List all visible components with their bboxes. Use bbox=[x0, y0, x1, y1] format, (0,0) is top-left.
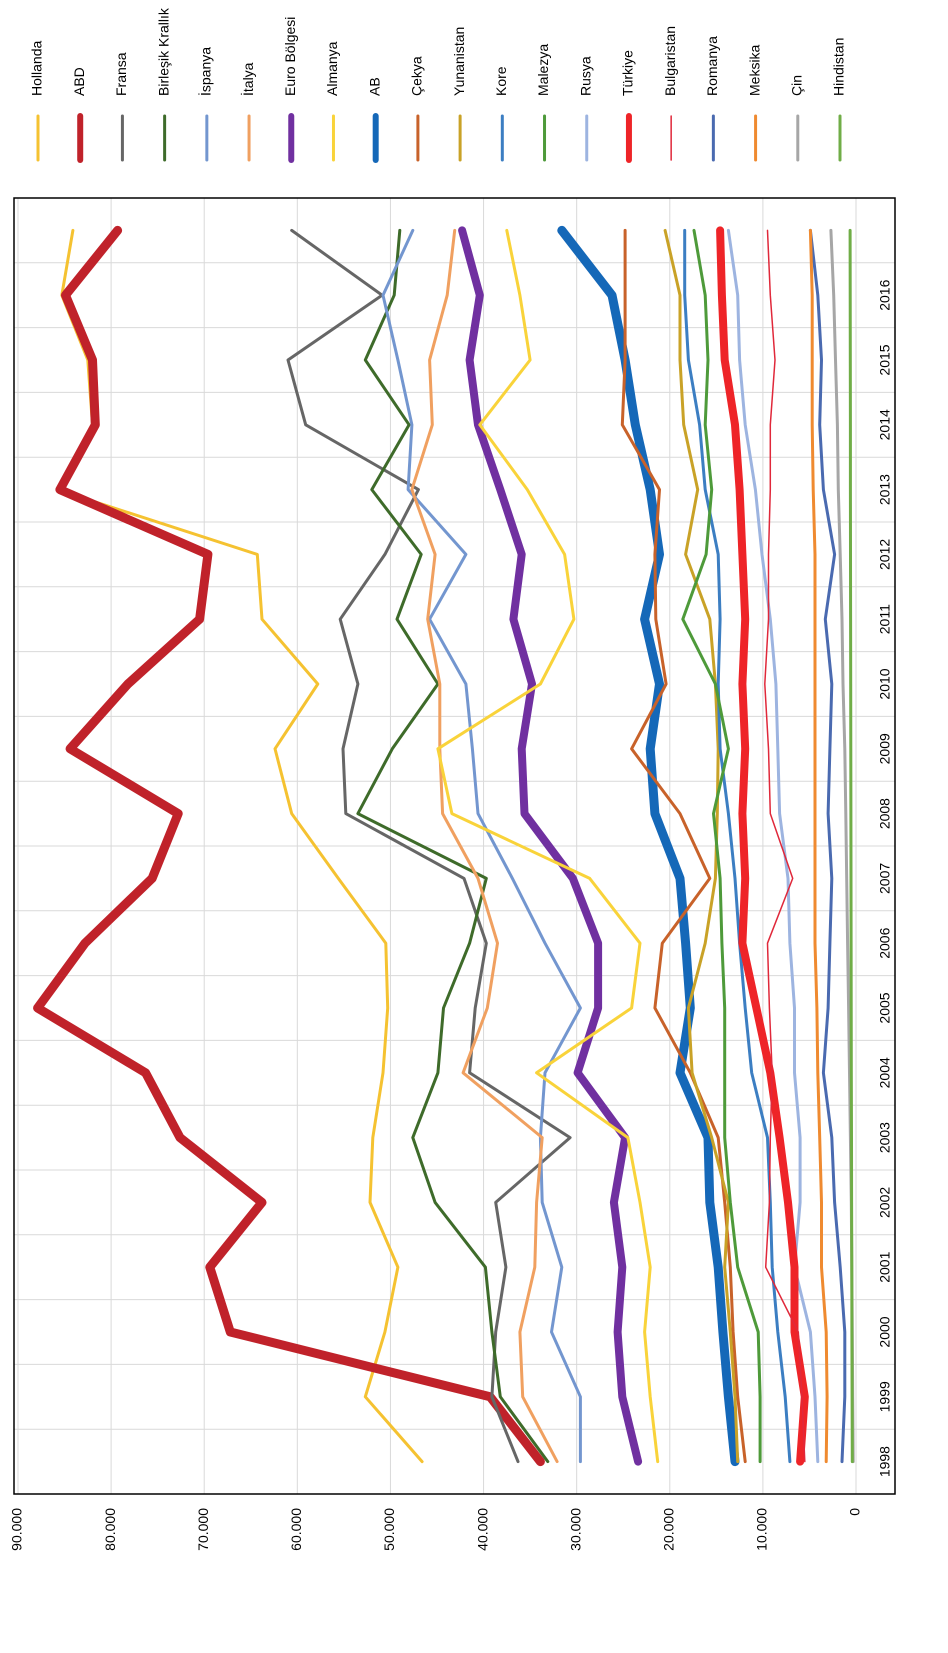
x-tick-label: 2016 bbox=[877, 279, 893, 310]
y-tick-label: 70.000 bbox=[195, 1508, 211, 1551]
x-tick-label: 2014 bbox=[877, 409, 893, 440]
y-tick-label: 30.000 bbox=[567, 1508, 583, 1551]
legend-label: Yunanistan bbox=[451, 27, 467, 96]
series-line bbox=[410, 228, 559, 1464]
x-tick-label: 2003 bbox=[877, 1122, 893, 1153]
legend-label: Rusya bbox=[577, 56, 593, 96]
series-line bbox=[356, 228, 550, 1464]
y-tick-label: 90.000 bbox=[9, 1508, 25, 1551]
legend: Hollanda ABD Fransa Birleşik Krallık İspanya… bbox=[29, 7, 847, 163]
legend-label: Bulgaristan bbox=[662, 26, 678, 96]
lines bbox=[33, 225, 855, 1467]
y-tick-label: 20.000 bbox=[660, 1508, 676, 1551]
legend-label: Almanya bbox=[324, 41, 340, 96]
legend-label: Hindistan bbox=[831, 38, 847, 96]
series-line bbox=[681, 228, 762, 1464]
y-tick-label: 40.000 bbox=[474, 1508, 490, 1551]
legend-label: Hollanda bbox=[29, 41, 45, 96]
y-tick-label: 0 bbox=[847, 1508, 863, 1516]
legend-label: Euro Bölgesi bbox=[282, 17, 298, 96]
series-line bbox=[557, 225, 740, 1467]
x-tick-label: 2010 bbox=[877, 668, 893, 699]
y-tick-label: 80.000 bbox=[102, 1508, 118, 1551]
legend-label: AB bbox=[366, 77, 382, 96]
series-line bbox=[848, 228, 854, 1464]
legend-label: Meksika bbox=[746, 44, 762, 96]
x-tick-label: 2015 bbox=[877, 344, 893, 375]
plot-frame bbox=[13, 197, 896, 1495]
series-line bbox=[286, 228, 572, 1464]
x-tick-label: 2013 bbox=[877, 474, 893, 505]
series-line bbox=[381, 228, 582, 1464]
x-tick-label: 2009 bbox=[877, 733, 893, 764]
series-line bbox=[716, 226, 809, 1466]
legend-label: Romanya bbox=[704, 36, 720, 96]
x-tick-label: 1998 bbox=[877, 1446, 893, 1477]
legend-label: İtalya bbox=[239, 62, 256, 96]
legend-label: Birleşik Krallık bbox=[155, 7, 171, 96]
x-tick-label: 2012 bbox=[877, 539, 893, 570]
legend-label: Kore bbox=[493, 66, 509, 96]
series-line bbox=[808, 228, 829, 1464]
x-tick-label: 1999 bbox=[877, 1381, 893, 1412]
legend-label: Türkiye bbox=[620, 50, 636, 96]
x-tick-label: 2006 bbox=[877, 927, 893, 958]
legend-label: ABD bbox=[71, 67, 87, 96]
y-tick-label: 50.000 bbox=[381, 1508, 397, 1551]
x-tick-label: 2007 bbox=[877, 863, 893, 894]
y-tick-label: 10.000 bbox=[754, 1508, 770, 1551]
legend-label: Malezya bbox=[535, 44, 551, 96]
x-tick-label: 2005 bbox=[877, 992, 893, 1023]
x-tick-label: 2001 bbox=[877, 1251, 893, 1282]
x-tick-label: 2008 bbox=[877, 798, 893, 829]
legend-label: İspanya bbox=[197, 47, 214, 96]
series-line bbox=[620, 228, 747, 1464]
x-tick-label: 2011 bbox=[877, 604, 893, 634]
series-line bbox=[458, 226, 643, 1466]
y-tick-label: 60.000 bbox=[288, 1508, 304, 1551]
series-line bbox=[683, 228, 792, 1464]
series-line bbox=[436, 228, 660, 1464]
x-tick-label: 2000 bbox=[877, 1316, 893, 1347]
series-line bbox=[764, 229, 806, 1463]
series-line bbox=[33, 225, 545, 1467]
legend-label: Çekya bbox=[409, 56, 425, 96]
series-line bbox=[808, 228, 847, 1464]
x-tick-label: 2002 bbox=[877, 1187, 893, 1218]
x-tick-label: 2004 bbox=[877, 1057, 893, 1088]
grid bbox=[14, 198, 895, 1494]
legend-label: Çin bbox=[788, 75, 804, 96]
labels: 0 10.000 20.000 30.000 40.000 50.000 60.000 70.… bbox=[9, 279, 893, 1550]
legend-label: Fransa bbox=[113, 52, 129, 96]
